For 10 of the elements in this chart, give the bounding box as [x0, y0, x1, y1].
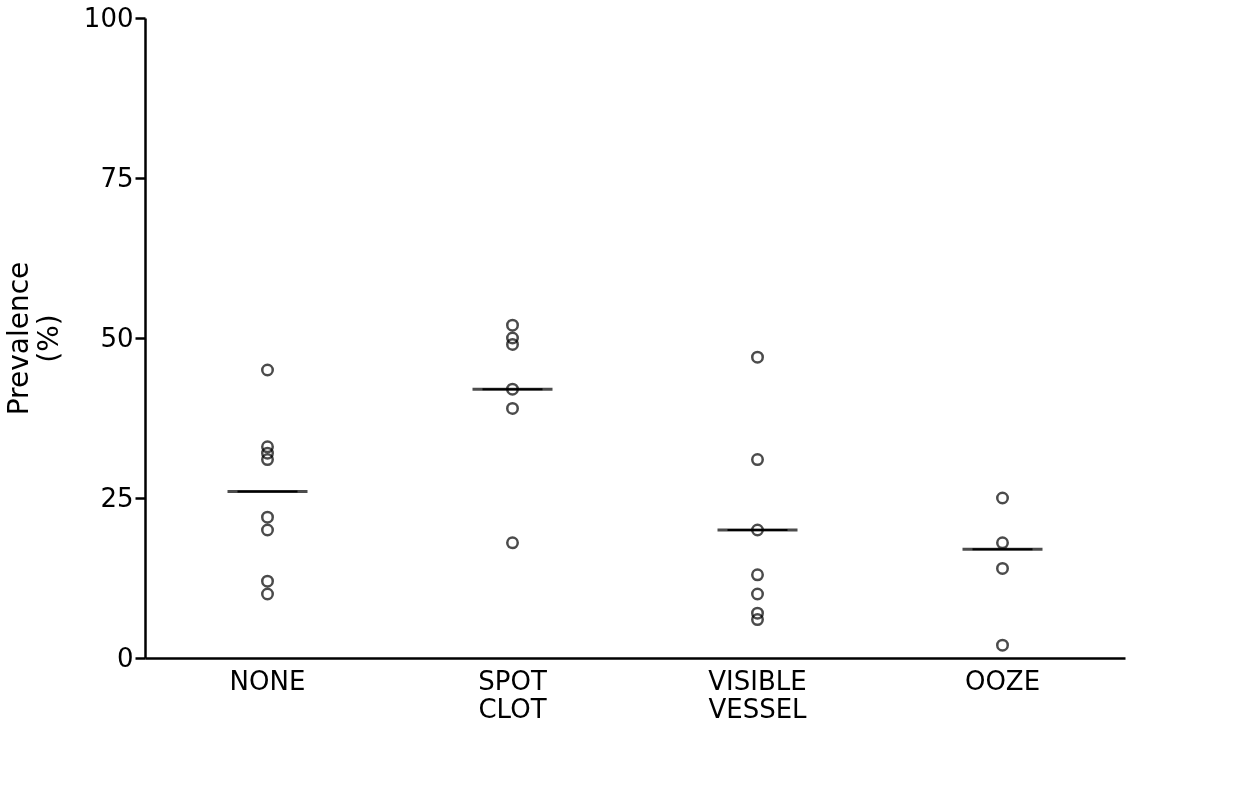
- y-tick-label: 25: [100, 482, 134, 513]
- y-tick-label: 0: [116, 642, 134, 673]
- x-tick-label: SPOT CLOT: [478, 665, 547, 724]
- x-tick-label: NONE: [229, 665, 306, 696]
- y-tick-label: 50: [100, 322, 134, 353]
- x-tick-label: VISIBLE VESSEL: [708, 665, 808, 724]
- y-axis-title: Prevalence (%): [1, 261, 65, 416]
- y-tick-label: 75: [100, 162, 134, 193]
- y-tick-label: 100: [83, 2, 134, 33]
- x-tick-label: OOZE: [964, 665, 1041, 696]
